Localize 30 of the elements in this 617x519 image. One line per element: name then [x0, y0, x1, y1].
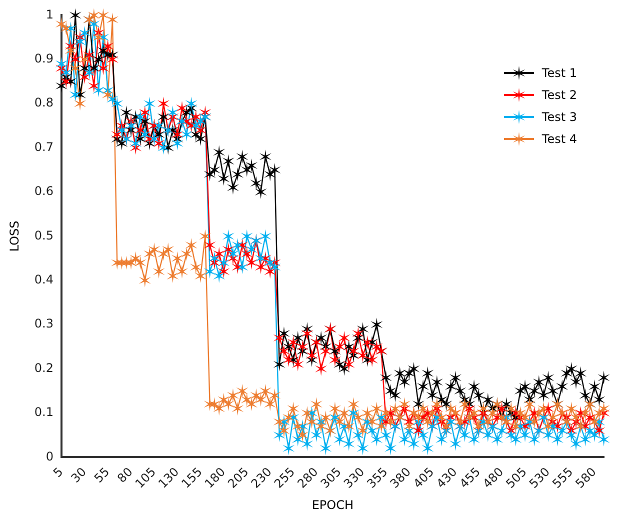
x-tick-label: 330	[341, 464, 368, 491]
legend-label: Test 4	[542, 132, 577, 146]
y-tick-label: 0.5	[34, 228, 54, 242]
x-tick-label: 55	[91, 464, 112, 486]
y-tick-label: 0.9	[34, 52, 54, 66]
y-tick-label: 0.7	[34, 140, 54, 154]
x-tick-label: 80	[114, 464, 136, 486]
y-tick-label: 0.2	[34, 360, 54, 375]
y-axis-title: LOSS	[7, 220, 22, 252]
x-tick-label: 280	[294, 464, 321, 491]
y-tick-label: 0.4	[34, 272, 54, 287]
y-tick-label: 0.1	[34, 405, 54, 420]
x-tick-label: 380	[387, 464, 414, 491]
y-tick-label: 1	[46, 7, 54, 22]
x-tick-label: 230	[248, 464, 274, 491]
y-tick-label: 0.6	[34, 184, 54, 198]
legend-label: Test 3	[542, 110, 577, 124]
x-tick-label: 5	[50, 464, 66, 480]
x-tick-label: 30	[68, 464, 89, 486]
legend-label: Test 2	[542, 88, 577, 102]
x-tick-label: 480	[480, 464, 506, 491]
y-tick-label: 0.3	[34, 316, 54, 331]
y-tick-label: 0	[46, 449, 54, 464]
x-tick-label: 580	[572, 464, 599, 491]
x-tick-label: 130	[156, 464, 182, 491]
x-tick-label: 180	[202, 464, 228, 491]
legend-label: Test 1	[542, 66, 577, 80]
x-axis-title: EPOCH	[312, 498, 354, 512]
x-tick-label: 530	[526, 464, 553, 491]
y-tick-label: 0.8	[34, 96, 54, 110]
